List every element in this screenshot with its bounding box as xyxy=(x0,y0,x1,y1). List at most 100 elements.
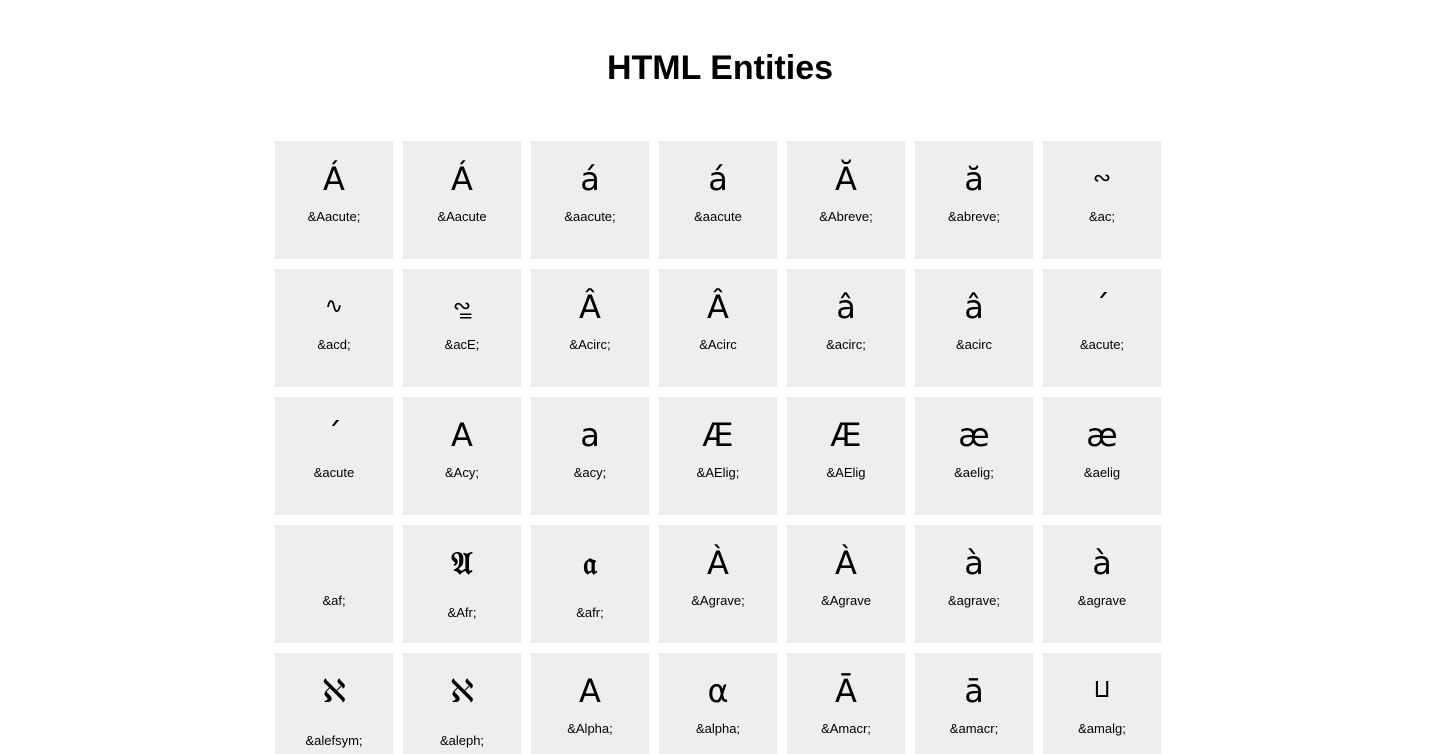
entity-glyph: ´ xyxy=(1094,288,1110,326)
entity-label: &Agrave xyxy=(821,593,871,608)
entity-glyph: Â xyxy=(579,288,601,326)
entity-label: &acirc; xyxy=(826,337,866,352)
entity-label: &Amacr; xyxy=(821,721,871,736)
entity-glyph: Á xyxy=(323,160,345,198)
entity-label: &alefsym; xyxy=(305,733,363,748)
entity-tile-Abreve[interactable]: Ă &Abreve; xyxy=(787,141,905,259)
entity-label: &acute xyxy=(313,465,355,480)
entity-label: &Alpha; xyxy=(567,721,613,736)
entity-label: &acE; xyxy=(444,337,480,352)
entity-tile-acE[interactable]: ∾̳ &acE; xyxy=(403,269,521,387)
entity-tile-acute[interactable]: ´ &acute xyxy=(275,397,393,515)
entity-tile-ac[interactable]: ∾ &ac; xyxy=(1043,141,1161,259)
entity-tile-Amacr[interactable]: Ā &Amacr; xyxy=(787,653,905,754)
entity-glyph: ´ xyxy=(326,416,342,454)
entity-glyph: ⨿ xyxy=(1094,678,1110,703)
entity-tile-Alpha[interactable]: Α &Alpha; xyxy=(531,653,649,754)
entity-tile-acirc[interactable]: â &acirc xyxy=(915,269,1033,387)
entity-glyph: Â xyxy=(707,288,729,326)
entity-glyph: ∾̳ xyxy=(452,294,472,319)
entity-glyph: À xyxy=(707,544,729,582)
entity-label: &agrave; xyxy=(947,593,1001,608)
entity-label: &AElig xyxy=(826,465,866,480)
entity-glyph: А xyxy=(451,416,473,454)
entity-label: &AElig; xyxy=(696,465,740,480)
entity-label: &Acy; xyxy=(445,465,479,480)
entity-tile-aelig-semi[interactable]: æ &aelig; xyxy=(915,397,1033,515)
entity-label: &Agrave; xyxy=(691,593,745,608)
entity-label: &acd; xyxy=(317,337,351,352)
entity-glyph: ă xyxy=(964,160,984,198)
entity-glyph xyxy=(275,543,393,583)
entity-label: &aacute xyxy=(694,209,742,224)
entity-glyph: Á xyxy=(451,160,473,198)
entity-glyph: æ xyxy=(958,416,990,454)
entity-tile-Aacute[interactable]: Á &Aacute xyxy=(403,141,521,259)
entity-glyph: ā xyxy=(964,672,984,710)
entity-glyph: ℵ xyxy=(450,672,474,710)
entity-glyph: 𝔄 xyxy=(451,544,473,582)
entity-tile-aelig[interactable]: æ &aelig xyxy=(1043,397,1161,515)
entity-label: &Aacute xyxy=(437,209,487,224)
entity-glyph: а xyxy=(580,416,600,454)
entity-glyph: 𝔞 xyxy=(583,544,597,582)
entity-label: &Abreve; xyxy=(819,209,873,224)
entity-grid: Á &Aacute; Á &Aacute á &aacute; á &aacut… xyxy=(275,141,1161,754)
entity-tile-Agrave-semi[interactable]: À &Agrave; xyxy=(659,525,777,643)
entity-glyph: Α xyxy=(579,672,601,710)
entity-glyph: Ă xyxy=(835,160,857,198)
entity-label: &acy; xyxy=(573,465,607,480)
entity-label: &agrave xyxy=(1077,593,1127,608)
entity-tile-Acirc-semi[interactable]: Â &Acirc; xyxy=(531,269,649,387)
entity-tile-Afr[interactable]: 𝔄 &Afr; xyxy=(403,525,521,643)
entity-label: &aelig xyxy=(1083,465,1121,480)
entity-tile-Acy[interactable]: А &Acy; xyxy=(403,397,521,515)
entity-tile-aacute[interactable]: á &aacute xyxy=(659,141,777,259)
entity-glyph: â xyxy=(964,288,984,326)
entity-tile-alefsym[interactable]: ℵ &alefsym; xyxy=(275,653,393,754)
entity-glyph: Æ xyxy=(702,416,734,454)
entity-glyph: á xyxy=(708,160,728,198)
entity-tile-amalg[interactable]: ⨿ &amalg; xyxy=(1043,653,1161,754)
entity-glyph: ∿ xyxy=(324,294,344,319)
entity-label: &amalg; xyxy=(1078,721,1126,736)
entity-label: &aacute; xyxy=(564,209,616,224)
entity-tile-acute-semi[interactable]: ´ &acute; xyxy=(1043,269,1161,387)
entity-tile-Acirc[interactable]: Â &Acirc xyxy=(659,269,777,387)
entity-tile-AElig-semi[interactable]: Æ &AElig; xyxy=(659,397,777,515)
entity-glyph: Æ xyxy=(830,416,862,454)
entity-label: &aleph; xyxy=(439,733,485,748)
entity-tile-agrave-semi[interactable]: à &agrave; xyxy=(915,525,1033,643)
entity-tile-afr[interactable]: 𝔞 &afr; xyxy=(531,525,649,643)
entity-tile-agrave[interactable]: à &agrave xyxy=(1043,525,1161,643)
entity-tile-AElig[interactable]: Æ &AElig xyxy=(787,397,905,515)
entity-label: &ac; xyxy=(1088,209,1115,224)
entity-tile-af[interactable]: &af; xyxy=(275,525,393,643)
entity-label: &Afr; xyxy=(447,605,477,620)
entity-glyph: ∾ xyxy=(1092,166,1112,191)
entity-tile-acd[interactable]: ∿ &acd; xyxy=(275,269,393,387)
entity-tile-aacute-semi[interactable]: á &aacute; xyxy=(531,141,649,259)
entity-tile-acirc-semi[interactable]: â &acirc; xyxy=(787,269,905,387)
entity-label: &Acirc; xyxy=(569,337,611,352)
entity-glyph: À xyxy=(835,544,857,582)
entity-glyph: à xyxy=(964,544,984,582)
entity-tile-aleph[interactable]: ℵ &aleph; xyxy=(403,653,521,754)
entity-glyph: á xyxy=(580,160,600,198)
entity-tile-Agrave[interactable]: À &Agrave xyxy=(787,525,905,643)
entity-tile-acy[interactable]: а &acy; xyxy=(531,397,649,515)
entity-label: &amacr; xyxy=(949,721,999,736)
entity-glyph: â xyxy=(836,288,856,326)
entity-glyph: α xyxy=(707,672,729,710)
page-title: HTML Entities xyxy=(606,49,834,87)
entity-tile-amacr[interactable]: ā &amacr; xyxy=(915,653,1033,754)
entity-label: &acirc xyxy=(955,337,993,352)
entity-tile-alpha[interactable]: α &alpha; xyxy=(659,653,777,754)
entity-tile-Aacute-semi[interactable]: Á &Aacute; xyxy=(275,141,393,259)
entity-label: &abreve; xyxy=(947,209,1001,224)
entity-tile-abreve[interactable]: ă &abreve; xyxy=(915,141,1033,259)
entity-label: &afr; xyxy=(576,605,604,620)
entity-label: &alpha; xyxy=(695,721,741,736)
entity-label: &acute; xyxy=(1079,337,1125,352)
